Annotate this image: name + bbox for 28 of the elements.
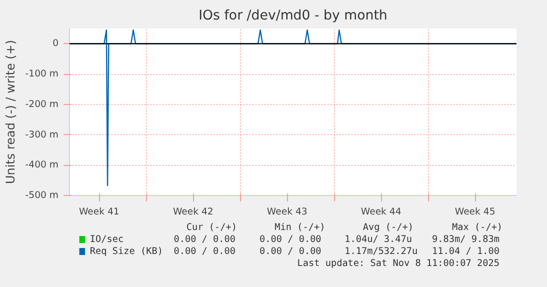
x-tick-label: Week 45	[454, 206, 496, 218]
x-tick-label: Week 43	[266, 206, 308, 218]
text: 0.00 / 0.00	[260, 246, 322, 257]
text: Max (-/+)	[452, 222, 503, 233]
legend-label: IO/sec	[90, 234, 124, 245]
y-tick-label: -200 m	[25, 98, 59, 110]
legend-label: Req Size (KB)	[90, 246, 163, 257]
x-tick-label: Week 42	[172, 206, 214, 218]
text: 0.00 / 0.00	[174, 246, 236, 257]
y-tick-label: -400 m	[25, 160, 59, 171]
text: Last update: Sat Nov 8 11:00:07 2025	[297, 258, 500, 269]
x-tick-label: Week 41	[78, 206, 120, 218]
text: 0.00 / 0.00	[260, 234, 322, 245]
y-axis-title: Units read (-) / write (+)	[3, 40, 18, 184]
y-tick-label: -500 m	[25, 190, 59, 201]
text: Avg (-/+)	[362, 222, 414, 233]
text: 1.17m/532.27u	[344, 246, 418, 257]
text: 11.04 / 1.00	[432, 246, 500, 257]
y-tick-label: -300 m	[25, 129, 59, 140]
chart-title: IOs for /dev/md0 - by month	[198, 8, 388, 24]
y-tick-label: 0	[52, 38, 59, 50]
text: 1.04u/ 3.47u	[344, 234, 412, 245]
text: Min (-/+)	[274, 222, 326, 233]
x-tick-label: Week 44	[360, 206, 402, 218]
text: 9.83m/ 9.83m	[432, 234, 500, 245]
y-tick-label: -100 m	[25, 68, 59, 80]
text: 0.00 / 0.00	[174, 234, 236, 245]
text: Cur (-/+)	[186, 222, 237, 233]
